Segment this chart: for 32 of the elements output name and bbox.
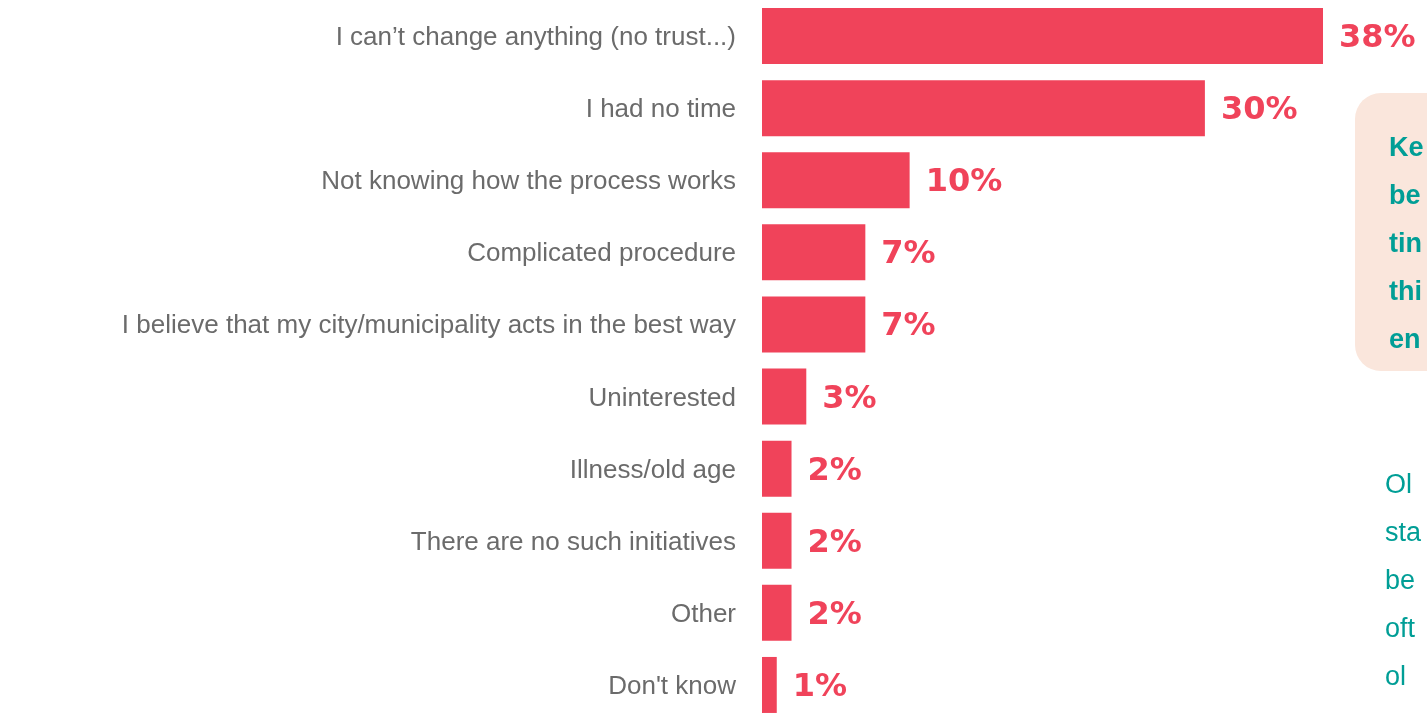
text: Ke be tin thi en bbox=[1389, 132, 1424, 354]
y-tick-label: Don't know bbox=[608, 669, 737, 700]
data-label: 38% bbox=[1339, 17, 1416, 56]
y-tick-label: I had no time bbox=[585, 93, 736, 124]
y-tick-label: I believe that my city/municipality acts in the best way bbox=[121, 309, 736, 340]
bar bbox=[762, 512, 792, 569]
data-label: 2% bbox=[807, 521, 862, 560]
data-label: 10% bbox=[925, 161, 1003, 200]
data-label: 1% bbox=[792, 665, 848, 704]
bar bbox=[762, 152, 910, 209]
bar bbox=[762, 440, 792, 497]
y-tick-label: Other bbox=[670, 597, 737, 628]
y-tick-label: Uninterested bbox=[588, 381, 736, 412]
y-tick-label: Illness/old age bbox=[569, 453, 736, 484]
bar bbox=[762, 296, 866, 353]
y-tick-label: I can’t change anything (no trust...) bbox=[335, 21, 736, 52]
data-label: 3% bbox=[822, 377, 877, 416]
data-label: 7% bbox=[881, 305, 936, 344]
bar bbox=[762, 80, 1205, 137]
data-label: 7% bbox=[881, 233, 936, 272]
y-tick-label: There are no such initiatives bbox=[410, 525, 736, 556]
bar bbox=[762, 8, 1323, 65]
bar bbox=[762, 584, 792, 641]
data-label: 30% bbox=[1220, 89, 1298, 128]
text: Ol sta be oft ol bbox=[1385, 469, 1422, 691]
y-tick-label: Not knowing how the process works bbox=[321, 165, 736, 196]
bar bbox=[762, 656, 777, 713]
y-tick-label: Complicated procedure bbox=[467, 237, 736, 268]
data-label: 2% bbox=[807, 449, 862, 488]
bar bbox=[762, 224, 866, 281]
data-label: 2% bbox=[807, 593, 862, 632]
bar bbox=[762, 368, 807, 425]
